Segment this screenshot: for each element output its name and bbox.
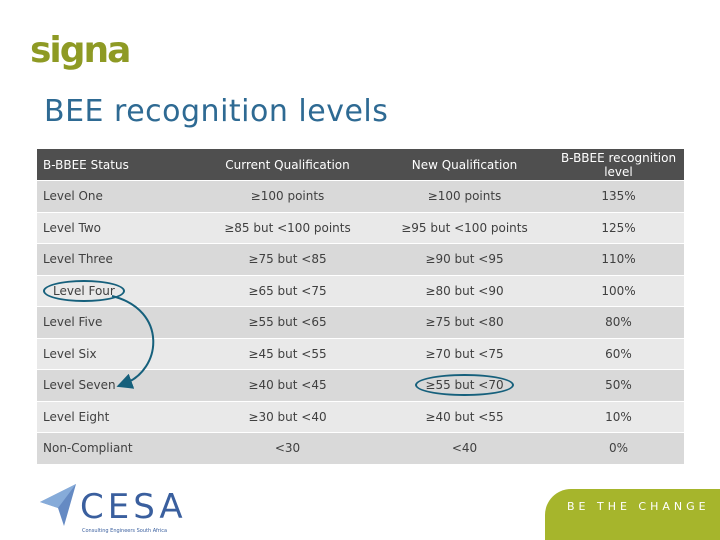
table-cell: Level Three: [37, 244, 199, 276]
cesa-tagline: Consulting Engineers South Africa: [82, 528, 168, 534]
table-cell: 0%: [553, 433, 684, 465]
table-cell: ≥85 but <100 points: [199, 212, 376, 244]
table-cell: ≥45 but <55: [199, 338, 376, 370]
table-cell: ≥75 but <85: [199, 244, 376, 276]
level-four-highlight: Level Four: [43, 279, 125, 302]
table-row: Level Five ≥55 but <65 ≥75 but <80 80%: [37, 307, 684, 339]
table-cell: ≥100 points: [199, 181, 376, 213]
bee-levels-table: B-BBEE Status Current Qualification New …: [37, 149, 684, 465]
table-cell: Non-Compliant: [37, 433, 199, 465]
table-cell: 60%: [553, 338, 684, 370]
table-row: Level Four ≥65 but <75 ≥80 but <90 100%: [37, 275, 684, 307]
table-cell: Level Two: [37, 212, 199, 244]
new-qualification-highlight: ≥55 but <70: [415, 374, 514, 397]
table-cell: ≥65 but <75: [199, 275, 376, 307]
table-row: Level Eight ≥30 but <40 ≥40 but <55 10%: [37, 401, 684, 433]
table-cell: 80%: [553, 307, 684, 339]
table-cell: Level Eight: [37, 401, 199, 433]
cesa-logo-text: CESA: [80, 487, 187, 527]
table-row: Level Three ≥75 but <85 ≥90 but <95 110%: [37, 244, 684, 276]
table-cell: Level Seven: [37, 370, 199, 402]
table-cell: Level Five: [37, 307, 199, 339]
table-cell: ≥30 but <40: [199, 401, 376, 433]
column-header: B-BBEE recognition level: [553, 149, 684, 181]
table-cell: ≥40 but <45: [199, 370, 376, 402]
table-cell: 10%: [553, 401, 684, 433]
cesa-logo: CESA: [40, 484, 187, 527]
table-row: Level Two ≥85 but <100 points ≥95 but <1…: [37, 212, 684, 244]
table-cell: Level One: [37, 181, 199, 213]
table-cell: 50%: [553, 370, 684, 402]
table-cell: ≥95 but <100 points: [376, 212, 553, 244]
table-row: Level One ≥100 points ≥100 points 135%: [37, 181, 684, 213]
table-cell: ≥100 points: [376, 181, 553, 213]
signa-logo: signa: [30, 32, 131, 71]
table-cell: ≥55 but <70: [376, 370, 553, 402]
be-the-change-text: BE THE CHANGE: [567, 500, 710, 513]
column-header: Current Qualification: [199, 149, 376, 181]
table-row: Level Six ≥45 but <55 ≥70 but <75 60%: [37, 338, 684, 370]
table-cell: ≥55 but <65: [199, 307, 376, 339]
column-header: B-BBEE Status: [37, 149, 199, 181]
table-cell: ≥80 but <90: [376, 275, 553, 307]
table-cell: 125%: [553, 212, 684, 244]
table-cell: ≥90 but <95: [376, 244, 553, 276]
be-the-change-band: BE THE CHANGE: [545, 489, 720, 540]
table-cell: 135%: [553, 181, 684, 213]
table-cell: <30: [199, 433, 376, 465]
signa-logo-text: signa: [30, 32, 129, 71]
table-cell: 110%: [553, 244, 684, 276]
table-row: Level Seven ≥40 but <45 ≥55 but <70 50%: [37, 370, 684, 402]
table-cell: Level Four: [37, 275, 199, 307]
table-cell: 100%: [553, 275, 684, 307]
table-cell: ≥75 but <80: [376, 307, 553, 339]
table-cell: ≥70 but <75: [376, 338, 553, 370]
table-cell: ≥40 but <55: [376, 401, 553, 433]
table-row: Non-Compliant <30 <40 0%: [37, 433, 684, 465]
table-cell: Level Six: [37, 338, 199, 370]
table-header-row: B-BBEE Status Current Qualification New …: [37, 149, 684, 181]
page-title: BEE recognition levels: [44, 94, 389, 129]
table-cell: <40: [376, 433, 553, 465]
column-header: New Qualification: [376, 149, 553, 181]
